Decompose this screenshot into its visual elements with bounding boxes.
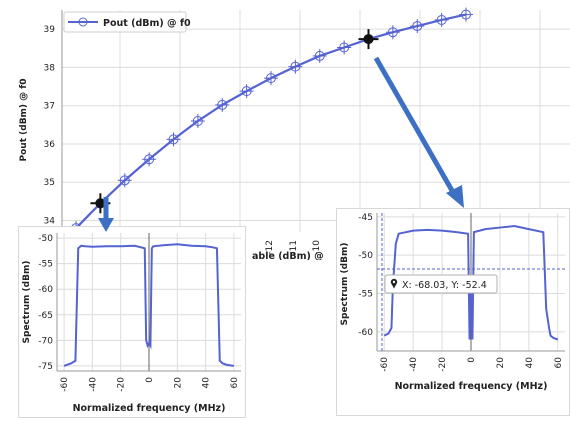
pout-data-point[interactable] [264,71,278,86]
right-x-tick-label: 0 [467,357,477,363]
cursor-crosshair-icon[interactable] [358,29,379,50]
right-x-tick-label: -60 [380,357,390,372]
pout-data-point[interactable] [410,19,425,34]
right-y-tick-label: -50 [358,251,373,261]
pout-data-point[interactable] [215,97,230,112]
main-y-axis-label: Pout (dBm) @ f0 [19,79,29,162]
left-x-tick-label: 0 [145,377,155,383]
tooltip-box [384,274,498,294]
right-x-tick-label: 60 [554,357,564,369]
left-y-tick-label: -60 [38,285,53,295]
pout-data-point[interactable] [337,40,352,55]
main-x-axis-label-fragment: able (dBm) @ [252,251,324,260]
right-x-tick-label: -20 [438,357,448,372]
pout-data-point[interactable] [385,25,400,40]
right-spectrum-inset: -45 -50 -55 -60 -60 -40 -20 0 20 40 60 Spectrum (… [336,208,570,416]
right-x-tick-label: 20 [496,357,506,369]
main-x-tick-label: -11 [289,240,299,255]
right-spectrum-chart[interactable]: -45 -50 -55 -60 -60 -40 -20 0 20 40 60 Spectrum (… [337,209,569,415]
left-x-tick-label: 60 [230,377,240,389]
left-x-tick-label: -40 [88,377,98,392]
main-x-tick-label: -12 [265,240,275,255]
left-y-tick-label: -50 [38,234,53,244]
pout-data-point[interactable] [312,48,327,63]
left-y-tick-label: -55 [38,260,53,270]
main-y-tick-label: 37 [44,102,55,112]
legend-marker-icon [78,17,88,27]
pout-data-point[interactable] [142,152,157,167]
main-x-tick-label: -10 [312,240,322,255]
left-y-tick-label: -75 [38,362,53,372]
tooltip-text: X: -68.03, Y: -52.4 [402,280,487,291]
left-x-axis-label: Normalized frequency (MHz) [73,403,226,414]
left-x-tick-label: -20 [117,377,127,392]
main-y-tick-label: 36 [44,140,56,150]
right-x-tick-label: -40 [409,357,419,372]
right-y-tick-label: -45 [358,213,373,223]
pout-data-point[interactable] [166,132,181,147]
right-y-tick-label: -55 [358,290,373,300]
right-x-tick-label: 40 [525,357,535,369]
left-x-tick-label: -60 [60,377,70,392]
pout-data-point[interactable] [434,12,449,27]
left-spectrum-trace [63,243,235,367]
pout-data-point[interactable] [288,59,303,74]
legend-box [63,11,187,33]
left-y-axis-label: Spectrum (dBm) [22,261,32,344]
main-chart-panel: 39 38 37 36 35 34 Pout (dBm) @ f0 -12 -11 -10 a… [0,0,570,262]
pout-series-line [75,13,467,229]
data-tooltip: X: -68.03, Y: -52.4 [384,274,498,294]
main-y-tick-label: 35 [44,178,55,188]
pout-data-point[interactable] [459,7,473,22]
pout-data-point[interactable] [117,173,132,188]
main-chart[interactable]: 39 38 37 36 35 34 Pout (dBm) @ f0 -12 -11 -10 a… [0,0,570,262]
location-pin-icon [390,278,398,289]
main-y-tick-label: 38 [44,63,56,73]
left-y-tick-label: -70 [38,336,53,346]
legend-label: Pout (dBm) @ f0 [103,18,191,29]
left-spectrum-chart[interactable]: -50 -55 -60 -65 -70 -75 -60 -40 -20 0 20 40 60 Spec… [19,227,245,417]
legend[interactable]: Pout (dBm) @ f0 [63,11,191,33]
left-spectrum-inset: -50 -55 -60 -65 -70 -75 -60 -40 -20 0 20 40 60 Spec… [18,226,246,418]
pout-data-point[interactable] [190,114,205,128]
right-y-tick-label: -60 [358,328,373,338]
main-y-tick-label: 39 [44,25,56,35]
right-y-axis-label: Spectrum (dBm) [340,243,350,326]
main-y-tick-label: 34 [44,217,56,227]
pout-data-point[interactable] [239,84,254,99]
left-x-tick-label: 20 [173,377,183,389]
left-x-tick-label: 40 [202,377,212,389]
right-x-axis-label: Normalized frequency (MHz) [395,381,548,392]
left-y-tick-label: -65 [38,311,53,321]
